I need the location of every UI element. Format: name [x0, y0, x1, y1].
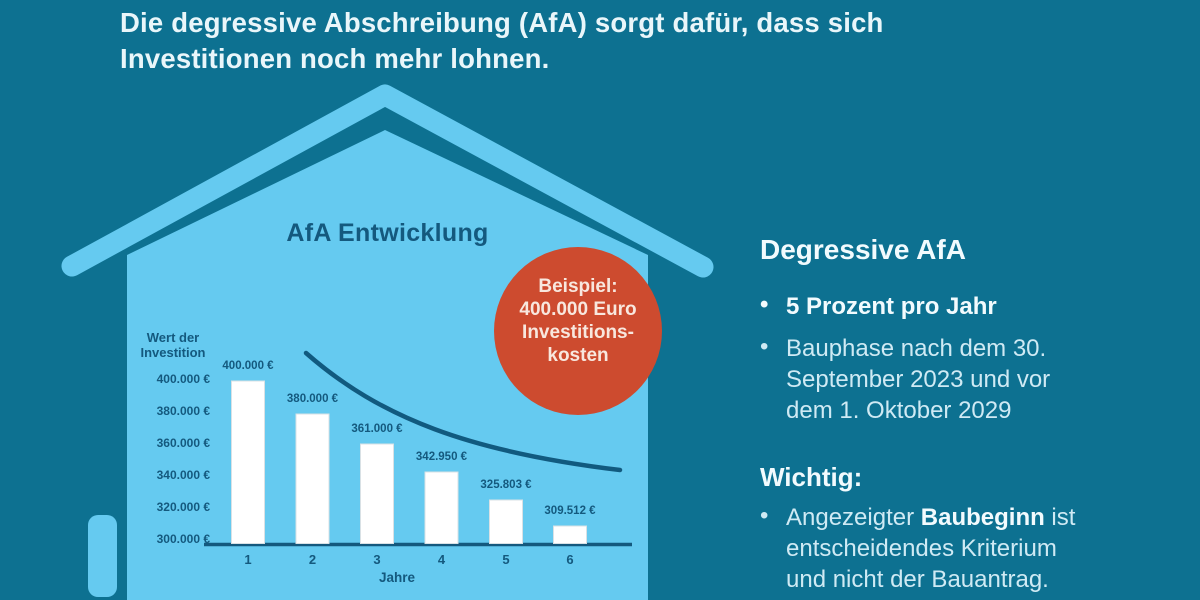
page-title: Die degressive Abschreibung (AfA) sorgt … [120, 7, 884, 74]
bar-value-label: 309.512 € [544, 505, 596, 517]
house-roof [61, 84, 714, 278]
y-tick: 300.000 € [156, 532, 210, 546]
house-post [88, 515, 117, 597]
bar-year-1 [231, 380, 265, 544]
example-badge-text: Beispiel: 400.000 Euro Investitions- kos… [519, 276, 637, 366]
section-heading-degressive-afa: Degressive AfA [760, 234, 966, 265]
bullet-icon: • [760, 291, 769, 318]
bar-value-label: 380.000 € [286, 393, 339, 405]
x-tick: 6 [566, 552, 574, 567]
y-tick: 320.000 € [156, 500, 210, 514]
y-tick: 340.000 € [156, 468, 210, 482]
bullet-icon: • [760, 502, 769, 529]
bar-year-5 [489, 499, 523, 544]
trend-curve [303, 350, 623, 473]
bar-year-6 [553, 525, 587, 544]
bullet-baubeginn-rest: entscheidendes Kriterium und nicht der B… [786, 535, 1057, 593]
bullet-bauphase: Bauphase nach dem 30. September 2023 und… [786, 335, 1051, 424]
x-tick: 3 [373, 552, 381, 567]
example-badge-circle [494, 247, 662, 415]
bar-value-label: 361.000 € [351, 423, 403, 435]
section-heading-wichtig: Wichtig: [760, 462, 863, 492]
bar-year-4 [424, 471, 459, 544]
x-tick: 1 [244, 552, 252, 567]
x-axis-label: Jahre [378, 570, 416, 585]
bullet-baubeginn: Angezeigter Baubeginn ist entscheidendes… [786, 502, 1186, 595]
bullet-baubeginn-pre: Angezeigter [786, 504, 921, 531]
y-tick: 360.000 € [156, 436, 210, 450]
bar-value-label: 400.000 € [222, 360, 274, 372]
y-tick: 400.000 € [156, 372, 210, 386]
bar-value-label: 342.950 € [415, 451, 468, 463]
bar-year-3 [360, 443, 394, 544]
y-tick: 380.000 € [156, 404, 210, 418]
x-tick: 4 [437, 552, 446, 567]
bullet-baubeginn-post: ist [1044, 504, 1076, 531]
bar-value-label: 325.803 € [480, 479, 532, 491]
chart-title: AfA Entwicklung [286, 219, 489, 247]
bullet-baubeginn-bold: Baubeginn [920, 504, 1045, 531]
x-tick: 5 [502, 552, 510, 567]
bar-year-2 [295, 413, 330, 544]
bullet-icon: • [760, 333, 769, 360]
bullet-prozent-pro-jahr: 5 Prozent pro Jahr [786, 293, 997, 320]
x-tick: 2 [308, 552, 317, 567]
y-axis-label: Wert der Investition [140, 330, 206, 360]
